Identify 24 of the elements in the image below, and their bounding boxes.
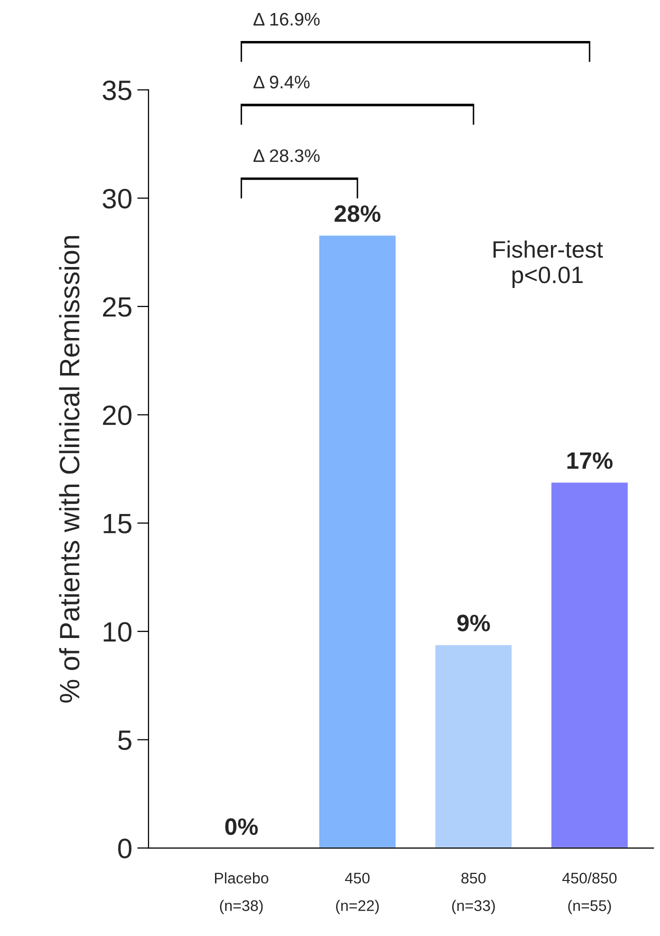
bar [318, 234, 397, 848]
text: Δ 9.4% [254, 76, 310, 88]
x-tick-label: 850 (n=33) [452, 872, 495, 914]
data-label: 28% [334, 205, 380, 222]
annotation: Δ 28.3% [254, 149, 320, 162]
bar [434, 644, 514, 848]
y-axis-title: % of Patients with Clinical Remisssion [59, 236, 80, 703]
x-tick-label: Placebo (n=38) [215, 872, 268, 914]
y-tick-label: 35 [102, 80, 132, 100]
y-tick-label: 5 [118, 730, 132, 750]
data-label: 9% [457, 614, 490, 632]
x-tick-label: 450/850 (n=55) [562, 872, 617, 914]
data-label: 0% [225, 818, 258, 836]
y-tick-label: 20 [103, 405, 132, 426]
annotation: Fisher-test p<0.01 [494, 240, 603, 288]
y-tick-label: 25 [103, 297, 132, 317]
y-tick-label: 10 [104, 622, 132, 642]
data-label: 17% [567, 452, 613, 469]
bar [550, 481, 630, 848]
y-tick-label: 30 [102, 188, 132, 209]
y-tick-label: 15 [104, 514, 132, 534]
y-tick-label: 0 [118, 838, 132, 858]
text: Δ 16.9% [254, 12, 320, 26]
x-tick-label: 450 (n=22) [336, 872, 379, 914]
